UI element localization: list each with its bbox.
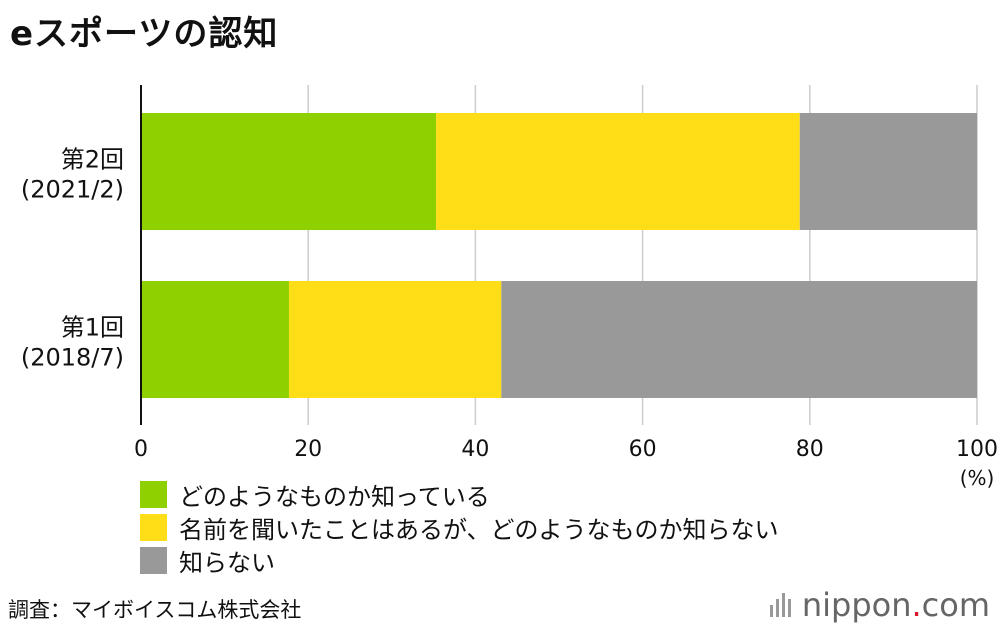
x-tick-label-20: 20 <box>294 437 322 462</box>
legend-label-unknown: 知らない <box>179 549 275 577</box>
legend-item-unknown: 知らない <box>140 544 779 577</box>
x-tick-label-100: 100 <box>956 437 998 462</box>
nippon-logo[interactable]: nippon. com <box>769 586 990 624</box>
category-label-0-0: 第2回 <box>61 146 124 174</box>
logo-name: nippon <box>801 586 912 624</box>
bar-1-series-2 <box>501 281 977 398</box>
logo-tld: com <box>921 586 990 624</box>
bar-0-series-2 <box>799 113 977 230</box>
source-note: 調査：マイボイスコム株式会社 <box>8 598 302 622</box>
legend-swatch-heard <box>140 514 167 541</box>
legend-item-heard: 名前を聞いたことはあるが、どのようなものか知らない <box>140 511 779 544</box>
logo-dot: . <box>911 586 922 624</box>
logo-bars-icon <box>769 593 794 617</box>
x-tick-label-60: 60 <box>629 437 657 462</box>
x-tick-label-40: 40 <box>461 437 489 462</box>
bar-0-series-1 <box>436 113 800 230</box>
bar-0-series-0 <box>141 113 437 230</box>
legend-label-heard: 名前を聞いたことはあるが、どのようなものか知らない <box>179 516 779 544</box>
bar-1-series-1 <box>288 281 502 398</box>
legend-swatch-unknown <box>140 547 167 574</box>
x-tick-label-80: 80 <box>796 437 824 462</box>
x-tick-label-0: 0 <box>134 437 148 462</box>
x-unit-label: (%) <box>960 466 995 490</box>
bar-1-series-0 <box>141 281 289 398</box>
chart-title: eスポーツの認知 <box>10 14 279 54</box>
category-label-1-1: (2018/7) <box>21 344 124 372</box>
legend-label-known: どのようなものか知っている <box>179 483 490 511</box>
legend-swatch-known <box>140 481 167 508</box>
category-label-0-1: (2021/2) <box>21 176 124 204</box>
legend: どのようなものか知っている 名前を聞いたことはあるが、どのようなものか知らない … <box>140 478 779 577</box>
legend-item-known: どのようなものか知っている <box>140 478 779 511</box>
category-label-1-0: 第1回 <box>61 314 124 342</box>
